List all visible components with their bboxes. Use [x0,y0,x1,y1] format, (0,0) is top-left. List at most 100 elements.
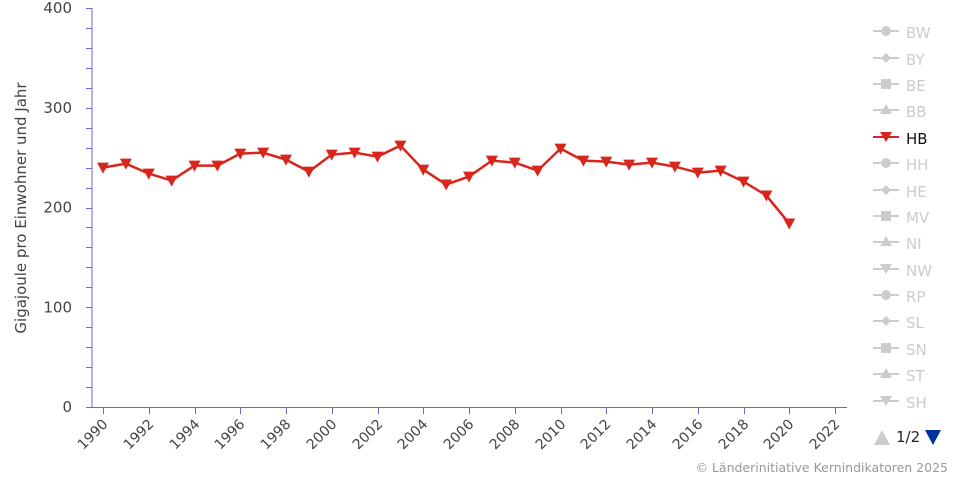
data-point-marker[interactable] [257,147,270,159]
data-point-marker[interactable] [165,175,178,187]
data-point-marker[interactable] [646,157,658,169]
legend: BW BY BE BB HB HH HE MV NI NW RP SL SN ST SH [872,20,960,416]
data-point-marker[interactable] [600,156,613,168]
legend-next-item-partial [872,408,952,416]
data-point-marker[interactable] [234,148,247,160]
data-point-marker[interactable] [737,176,750,188]
legend-item-label: SH [906,393,927,412]
x-tick-label: 1994 [167,416,204,453]
legend-item-label: HH [906,156,929,175]
credits[interactable]: © Länderinitiative Kernindikatoren 2025 [695,460,948,475]
data-point-marker[interactable] [760,190,773,202]
x-tick-label: 2008 [487,417,524,454]
legend-item-label: MV [906,208,930,227]
series-hb[interactable] [97,140,796,230]
x-tick-label: 2016 [670,416,707,453]
data-point-marker[interactable] [668,161,681,173]
triangle-down-marker-icon [872,393,900,413]
x-tick-label: 2018 [716,417,753,454]
y-tick-label: 200 [43,199,72,217]
legend-item-nw[interactable]: NW [872,258,960,284]
x-tick-label: 2004 [395,416,432,453]
y-tick-label: 300 [43,99,72,117]
data-point-marker[interactable] [463,171,475,183]
legend-item-label: RP [906,288,926,307]
legend-item-label: ST [906,367,925,386]
x-tick-label: 2022 [807,417,844,454]
data-point-marker[interactable] [188,160,201,172]
x-tick-label: 1998 [258,417,295,454]
data-point-marker[interactable] [485,155,498,167]
legend-item-label: SL [906,314,924,333]
x-tick-label: 1996 [212,416,249,453]
y-axis: 0 100 200 300 400 [43,0,93,416]
legend-item-label: NW [906,261,933,280]
x-axis: 1990 1992 1994 1996 1998 2000 2002 2004 2006 2008… [75,407,847,453]
legend-item-bw[interactable]: BW [872,20,960,46]
x-tick-label: 1990 [75,417,112,454]
legend-pager: 1/2 [874,428,942,446]
y-tick-label: 400 [43,0,72,17]
data-point-marker[interactable] [440,179,453,191]
legend-page-down-arrow-icon[interactable] [925,429,942,445]
legend-item-label: NI [906,235,922,254]
data-point-marker[interactable] [714,165,727,177]
y-tick-label: 0 [62,398,72,416]
legend-item-be[interactable]: BE [872,73,960,99]
data-point-marker[interactable] [554,143,567,155]
triangle-marker-icon [872,234,900,254]
circle-marker-icon [872,23,900,43]
data-point-marker[interactable] [280,154,292,166]
legend-item-label: SN [906,340,927,359]
legend-item-mv[interactable]: MV [872,205,960,231]
square-marker-icon [872,340,900,360]
data-point-marker[interactable] [623,159,636,171]
data-point-marker[interactable] [531,165,544,177]
legend-item-st[interactable]: ST [872,363,960,389]
circle-marker-icon [872,155,900,175]
data-point-marker[interactable] [691,167,704,179]
data-point-marker[interactable] [783,218,796,230]
diamond-marker-icon [872,50,900,70]
legend-item-he[interactable]: HE [872,178,960,204]
data-point-marker[interactable] [211,160,224,172]
legend-item-hb[interactable]: HB [872,126,960,152]
x-tick-label: 2006 [441,416,478,453]
data-point-marker[interactable] [302,166,315,178]
legend-item-rp[interactable]: RP [872,284,960,310]
triangle-down-marker-icon [872,261,900,281]
x-tick-label: 1992 [121,417,158,454]
legend-item-label: HE [906,182,927,201]
square-marker-icon [872,208,900,228]
legend-item-label: HB [906,129,928,148]
x-tick-label: 2010 [533,417,570,454]
diamond-marker-icon [872,313,900,333]
legend-item-label: BB [906,103,927,122]
legend-item-label: BY [906,50,925,69]
triangle-marker-icon [872,366,900,386]
triangle-down-marker-icon [872,129,900,149]
legend-item-ni[interactable]: NI [872,231,960,257]
legend-page-up-arrow-icon[interactable] [874,429,890,445]
legend-item-sh[interactable]: SH [872,389,960,415]
data-point-marker[interactable] [348,147,361,159]
legend-item-sn[interactable]: SN [872,337,960,363]
legend-item-by[interactable]: BY [872,46,960,72]
data-point-marker[interactable] [417,164,430,176]
data-point-marker[interactable] [119,158,132,170]
legend-item-hh[interactable]: HH [872,152,960,178]
data-point-marker[interactable] [142,168,155,180]
legend-page-indicator: 1/2 [896,428,921,446]
data-point-marker[interactable] [508,157,521,169]
data-point-marker[interactable] [325,149,338,161]
data-point-marker[interactable] [394,140,407,152]
legend-item-bb[interactable]: BB [872,99,960,125]
triangle-marker-icon [872,102,900,122]
legend-item-sl[interactable]: SL [872,310,960,336]
data-point-marker[interactable] [371,151,384,163]
data-point-marker[interactable] [577,155,590,167]
x-tick-label: 2012 [578,417,615,454]
data-point-marker[interactable] [97,162,109,174]
circle-marker-icon [872,287,900,307]
